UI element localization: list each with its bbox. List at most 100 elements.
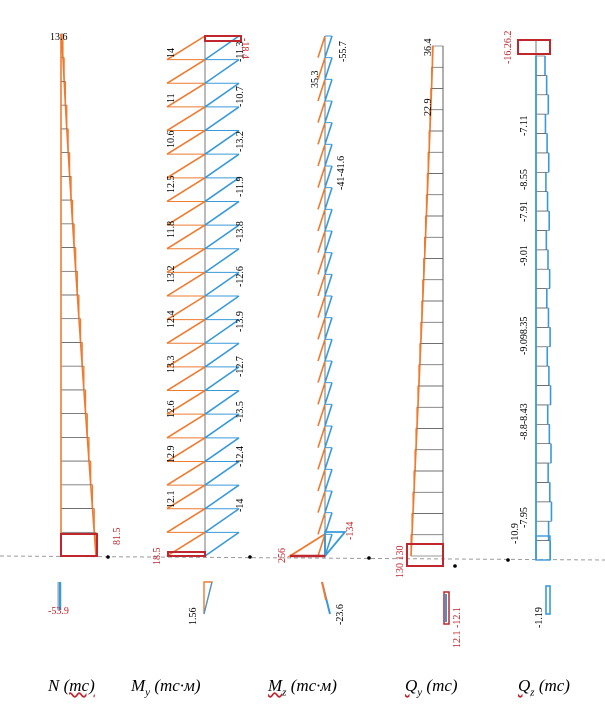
mz-orange-diagonal xyxy=(317,490,326,513)
my-orange-diagonal xyxy=(166,58,206,84)
my-blue-diagonal xyxy=(204,389,240,415)
my-blue-diagonal xyxy=(204,437,240,463)
my-orange-diagonal xyxy=(166,248,206,274)
my-orange-diagonal xyxy=(166,318,206,344)
qy-mid-label: 22.9 xyxy=(423,99,434,117)
caption-qz: Qz (тс) xyxy=(518,676,570,698)
n-node xyxy=(106,555,110,559)
my-right-label: -13.8 xyxy=(235,221,246,242)
my-blue-diagonal xyxy=(204,271,240,297)
n-segment xyxy=(60,460,92,486)
mz-blue-diagonal xyxy=(324,274,333,297)
my-orange-diagonal xyxy=(166,413,206,439)
my-diagram xyxy=(166,35,252,615)
qz-segment xyxy=(535,307,549,328)
n-segment xyxy=(60,294,80,320)
qz-segment xyxy=(535,268,550,289)
mz-orange-diagonal xyxy=(317,100,326,123)
my-left-label: 11.8 xyxy=(166,221,177,238)
my-blue-diagonal xyxy=(204,200,240,226)
caption-my: My (тс·м) xyxy=(131,676,201,698)
n-segment xyxy=(60,270,78,296)
qy-segment xyxy=(427,173,444,196)
my-orange-diagonal xyxy=(166,437,206,463)
qy-segment xyxy=(425,215,444,238)
my-blue-diagonal xyxy=(204,318,240,344)
qz-segment xyxy=(535,191,548,212)
mz-blue-diagonal xyxy=(324,35,333,58)
my-orange-diagonal xyxy=(166,129,206,155)
my-blue-diagonal xyxy=(204,35,240,61)
mz-blue-diagonal xyxy=(324,187,333,210)
my-small-blue xyxy=(203,581,213,615)
my-blue-diagonal xyxy=(204,177,240,203)
mz-blue-diagonal xyxy=(324,382,333,405)
my-blue-diagonal xyxy=(204,508,240,534)
n-segment xyxy=(60,437,90,462)
qz-segment xyxy=(535,55,546,76)
qy-segment xyxy=(410,534,444,557)
my-right-label: -14 xyxy=(235,499,246,512)
my-blue-diagonal xyxy=(204,413,240,439)
n-segment xyxy=(60,413,88,438)
mz-blue-diagonal xyxy=(324,490,333,513)
qz-segment xyxy=(535,230,547,251)
my-blue-diagonal xyxy=(204,460,240,486)
qz-small-bar xyxy=(545,585,551,615)
qz-segment xyxy=(535,133,548,154)
qz-segment xyxy=(535,94,549,115)
mz-orange-diagonal xyxy=(317,35,326,58)
qz-segment xyxy=(535,540,551,561)
mz-blue-diagonal xyxy=(324,534,333,557)
my-orange-diagonal xyxy=(166,224,206,250)
my-orange-diagonal xyxy=(166,35,206,61)
mz-left-labels: 35.3 xyxy=(310,71,321,89)
my-blue-diagonal xyxy=(204,224,240,250)
mz-right-label: -41-41.6 xyxy=(336,156,347,190)
n-segment xyxy=(60,342,83,367)
mz-orange-diagonal xyxy=(317,382,326,405)
mz-blue-diagonal xyxy=(324,144,333,167)
qz-left-label: -7.95 xyxy=(519,507,530,528)
n-top-label: 13.6 xyxy=(50,32,68,43)
qz-left-label: -10.9 xyxy=(510,523,521,544)
mz-orange-diagonal xyxy=(317,57,326,80)
my-blue-diagonal xyxy=(204,295,240,321)
qz-segment xyxy=(535,482,551,503)
my-top-red-label: -18.4 xyxy=(239,38,250,59)
mz-blue-diagonal xyxy=(324,57,333,80)
qz-node xyxy=(506,558,510,562)
qy-bottom-red-label: 130 130 xyxy=(395,546,406,579)
mz-orange-diagonal xyxy=(317,425,326,448)
n-segment xyxy=(60,247,77,272)
mz-node xyxy=(367,556,371,560)
qz-segment xyxy=(535,443,552,464)
mz-blue-diagonal xyxy=(324,317,333,340)
my-blue-diagonal xyxy=(204,106,240,132)
qz-segment xyxy=(535,520,549,541)
my-orange-diagonal xyxy=(166,153,206,179)
caption-mz-symbol: M xyxy=(268,676,283,695)
mz-bottom-right-red-label: -134 xyxy=(345,522,356,540)
n-bottom-label: 81.5 xyxy=(112,528,123,546)
caption-my-unit: (тс·м) xyxy=(154,676,201,695)
caption-mz-sub: z xyxy=(282,686,287,699)
mz-small-orange xyxy=(321,581,327,601)
qz-small-label: -1.19 xyxy=(534,607,545,628)
my-left-label: 12.1 xyxy=(166,491,177,509)
my-right-label: -12.7 xyxy=(235,356,246,377)
qz-segment xyxy=(535,288,548,309)
mz-orange-diagonal xyxy=(317,404,326,427)
n-bottom-element xyxy=(60,533,98,557)
mz-orange-diagonal xyxy=(317,252,326,275)
qy-node xyxy=(453,564,457,568)
my-right-label: -13.9 xyxy=(235,311,246,332)
my-blue-diagonal xyxy=(204,58,240,84)
my-top-red-element xyxy=(204,35,242,42)
mz-orange-diagonal xyxy=(317,360,326,383)
my-left-label: 11 xyxy=(166,93,177,103)
mz-blue-diagonal xyxy=(324,252,333,275)
my-right-label: -12.4 xyxy=(235,446,246,467)
qz-segment xyxy=(535,327,551,348)
my-blue-diagonal xyxy=(204,129,240,155)
